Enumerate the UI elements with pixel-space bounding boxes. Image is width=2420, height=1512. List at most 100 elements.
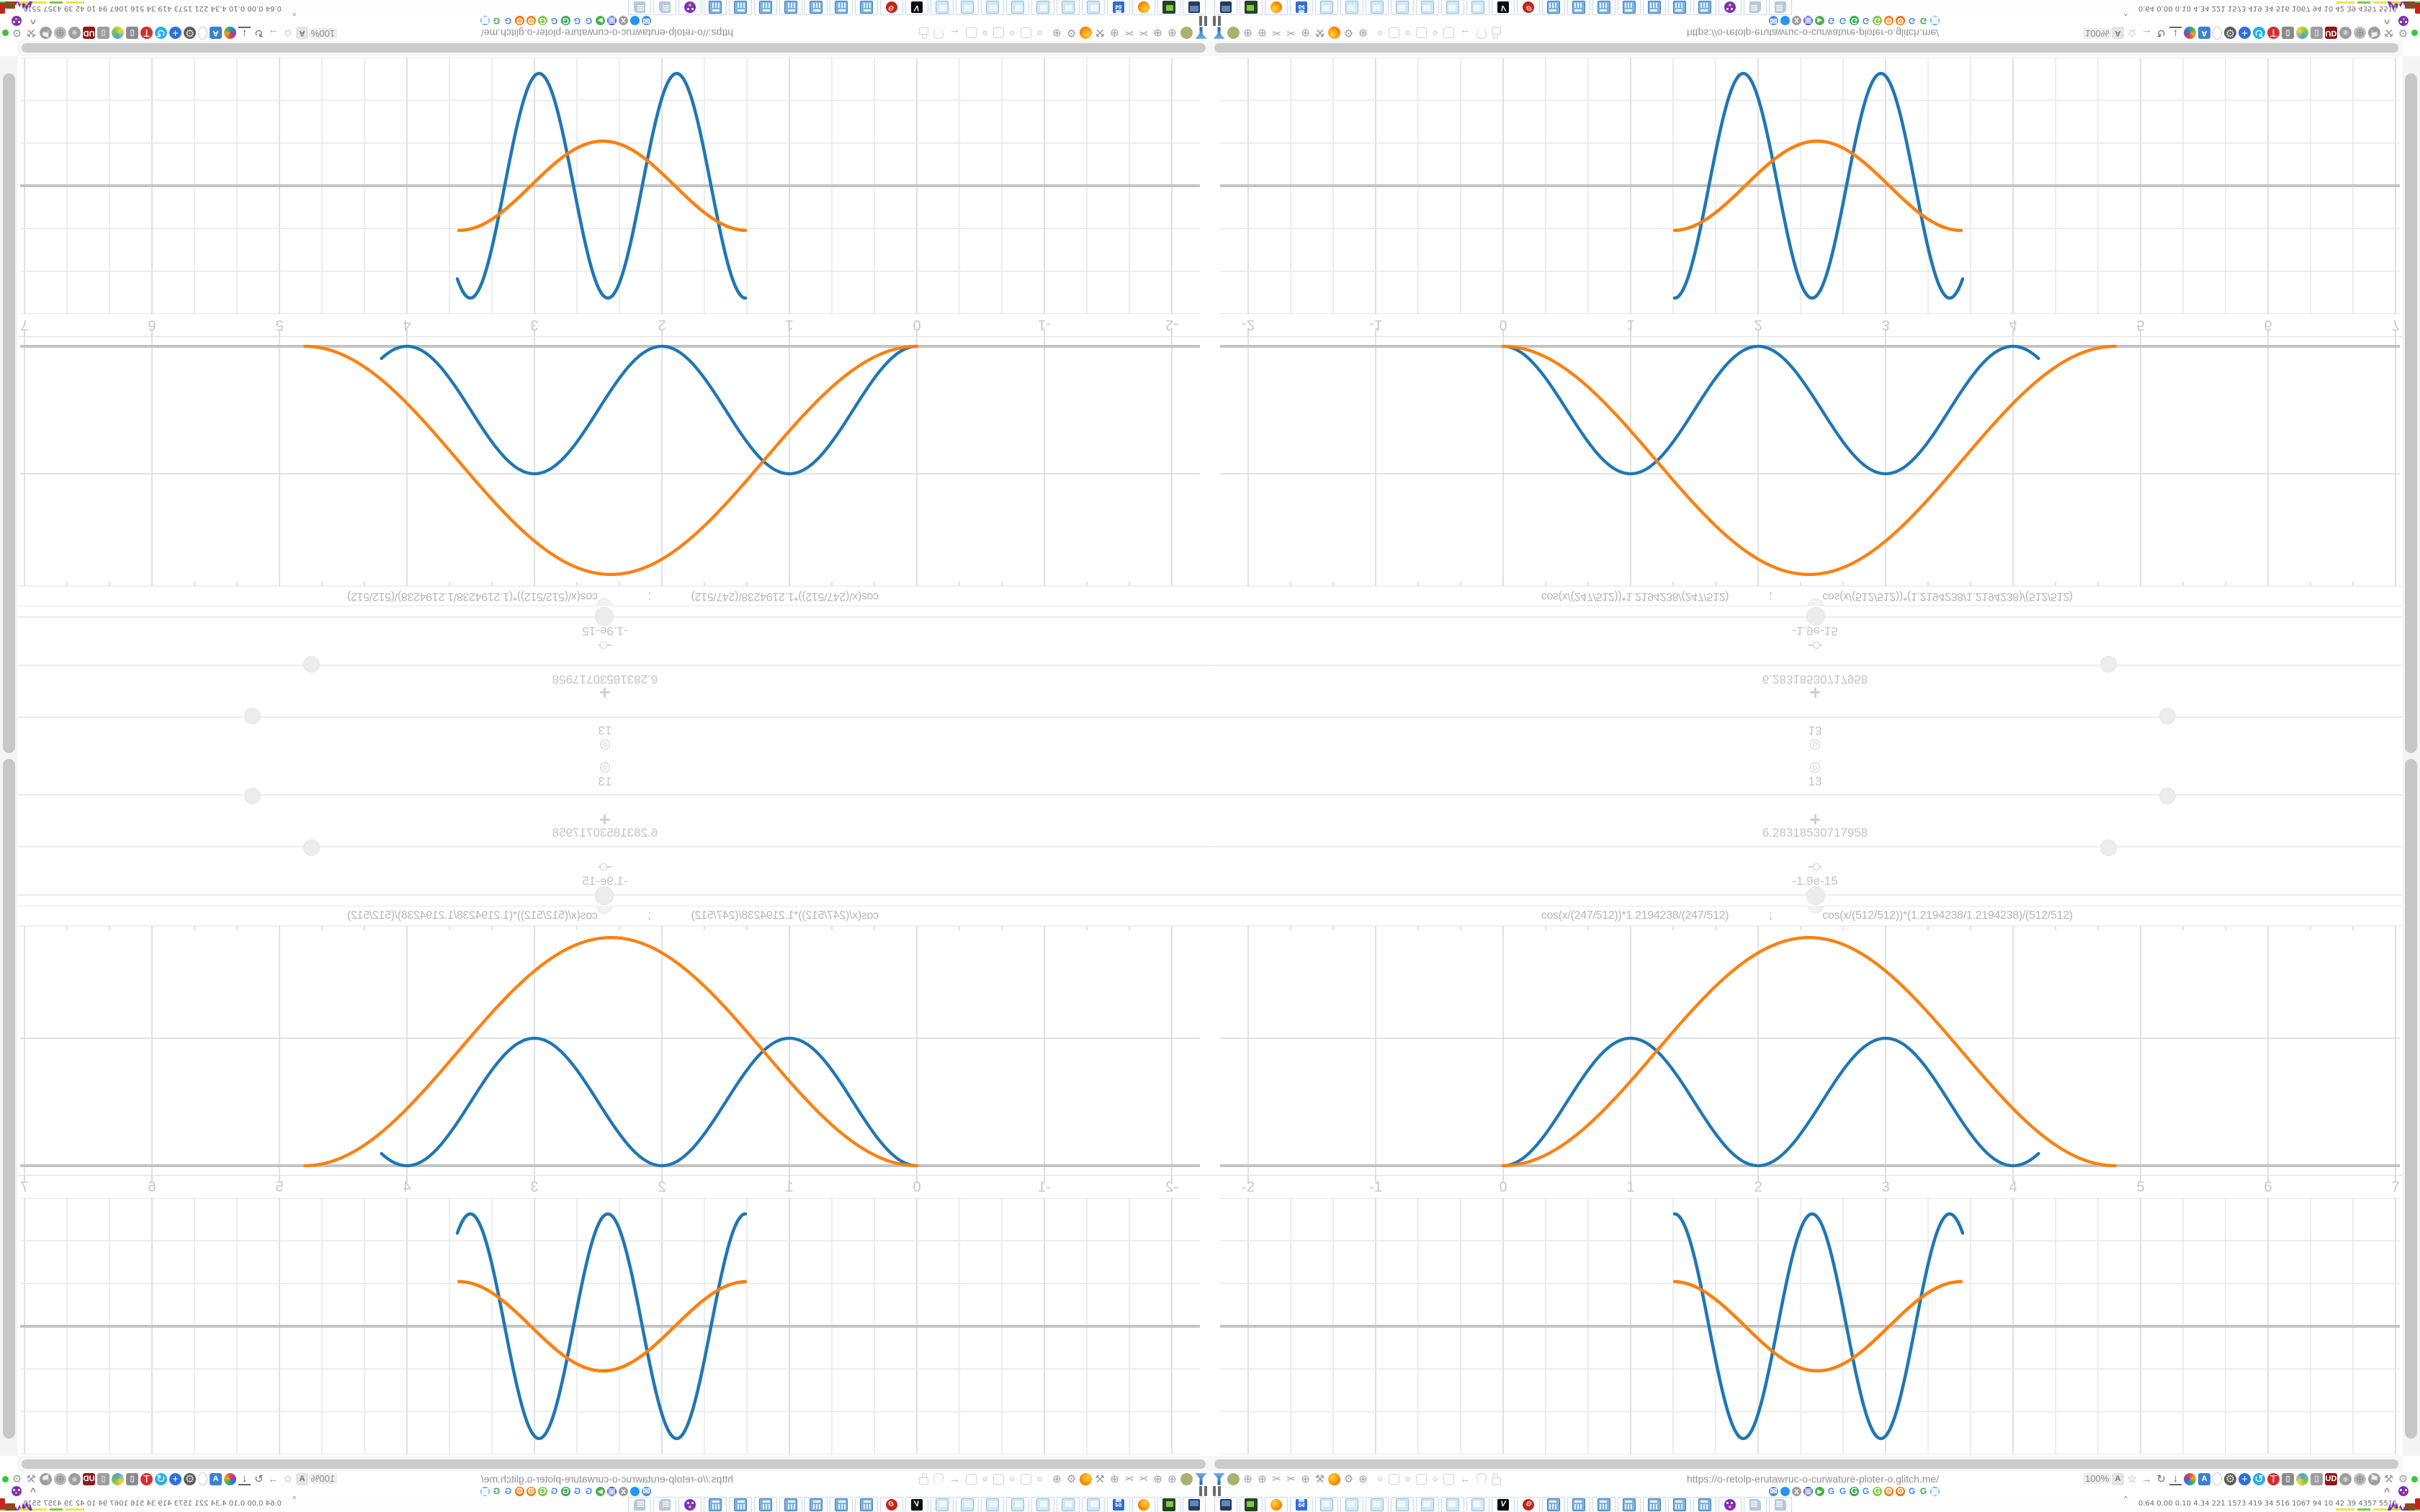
circle-dot-icon[interactable]: ⊙: [1404, 1475, 1411, 1482]
lock-icon[interactable]: [1492, 27, 1501, 35]
tab-icon[interactable]: [966, 27, 977, 39]
circle-dot-icon[interactable]: ⊙: [982, 30, 988, 37]
google-green-favicon[interactable]: G: [1873, 1486, 1882, 1496]
taskbar-button-firefox-icon[interactable]: [1132, 1497, 1155, 1512]
google-favicon[interactable]: G: [1827, 1486, 1835, 1496]
google-favicon[interactable]: G: [1919, 1486, 1927, 1496]
trash-icon[interactable]: ▯: [126, 27, 138, 40]
tab-icon[interactable]: [1443, 27, 1454, 39]
taskbar-button-text-editor-icon[interactable]: [1006, 1497, 1029, 1512]
settings-gear-icon[interactable]: ⚙: [2398, 27, 2408, 40]
taskbar-button-calculator-icon[interactable]: [1592, 0, 1615, 15]
taskbar-button-text-editor-icon[interactable]: [956, 0, 979, 15]
tray-chevron-icon[interactable]: ^: [2124, 9, 2128, 17]
horizontal-scrollbar[interactable]: [17, 40, 1210, 56]
taskbar-button-calculator-icon[interactable]: [1668, 0, 1691, 15]
battery-icon[interactable]: ▯: [2311, 1472, 2323, 1485]
gear-orange-favicon[interactable]: ⚙: [515, 16, 524, 26]
taskbar-button-text-editor-icon[interactable]: [1082, 1497, 1105, 1512]
scissors-icon[interactable]: ✂: [1124, 1472, 1134, 1485]
taskbar-button-calculator-icon[interactable]: [1542, 1497, 1565, 1512]
cube-blue-favicon[interactable]: ▦: [1930, 16, 1940, 26]
wrench-icon[interactable]: ⚒: [1314, 1472, 1325, 1485]
taskbar-button-text-editor-icon[interactable]: [1366, 0, 1389, 15]
taskbar-button-script-viewer-icon[interactable]: [1744, 1497, 1767, 1512]
status-olive-dot-icon[interactable]: [1227, 1472, 1240, 1485]
shield-icon[interactable]: [1476, 27, 1487, 39]
muted-speaker-favicon[interactable]: x: [1792, 1486, 1801, 1496]
google-favicon[interactable]: G: [1839, 16, 1847, 26]
battery-icon[interactable]: ▯: [97, 1472, 109, 1485]
dark-gear-icon[interactable]: ⚙: [2224, 1472, 2236, 1485]
globe-icon[interactable]: ⊕: [1110, 27, 1119, 40]
wrench-icon[interactable]: ⚒: [1095, 27, 1106, 40]
scissors-icon[interactable]: ✂: [1139, 1472, 1148, 1485]
google-favicon[interactable]: G: [573, 16, 581, 26]
settings-gear-icon[interactable]: ⚙: [12, 27, 22, 40]
globe-icon[interactable]: ⊕: [1258, 27, 1267, 40]
taskbar-button-calculator-icon[interactable]: [805, 1497, 828, 1512]
lock-icon[interactable]: [1492, 1473, 1501, 1485]
shield-icon[interactable]: [933, 1473, 944, 1485]
cube-blue-favicon[interactable]: ▦: [480, 16, 490, 26]
circle-dot-icon[interactable]: ⊙: [1432, 1475, 1438, 1482]
taskbar-button-reader-app-icon[interactable]: [1240, 1497, 1263, 1512]
rounded-square-icon[interactable]: [993, 27, 1004, 39]
gear-orange-favicon[interactable]: ⚙: [1884, 16, 1894, 26]
taskbar-button-script-viewer-icon[interactable]: [1744, 0, 1767, 15]
taskbar-button-calculator-icon[interactable]: [1693, 1497, 1716, 1512]
google-favicon[interactable]: G: [1919, 16, 1927, 26]
tools-wrench-icon[interactable]: ⚒: [2383, 1472, 2394, 1485]
taskbar-button-calculator-icon[interactable]: [1618, 0, 1641, 15]
circle-dot-icon[interactable]: ⊙: [1009, 30, 1016, 37]
slider-thumb[interactable]: [2099, 839, 2117, 856]
sync-circle-icon[interactable]: ↺: [155, 1472, 167, 1485]
url-bar[interactable]: https://o-retolp-erutawruc-o-curwature-p…: [480, 27, 733, 39]
tab-icon[interactable]: [966, 1473, 977, 1485]
tools-wrench-icon[interactable]: ⚒: [26, 27, 37, 40]
tab-icon[interactable]: [1443, 1473, 1454, 1485]
paintbrush-icon[interactable]: [224, 1472, 236, 1485]
taskbar-button-calculator-icon[interactable]: [855, 1497, 878, 1512]
taskbar-button-text-editor-icon[interactable]: [1416, 1497, 1439, 1512]
slider-track[interactable]: [17, 616, 1210, 618]
scissors-icon[interactable]: ✂: [1272, 27, 1281, 40]
taskbar-button-owl-app-icon[interactable]: [1718, 0, 1742, 15]
globe-color-icon[interactable]: [2296, 1472, 2308, 1485]
droplet-favicon[interactable]: [1780, 16, 1790, 26]
slider-thumb[interactable]: [244, 708, 261, 725]
taskbar-button-calculator-icon[interactable]: [1542, 0, 1565, 15]
slider-thumb[interactable]: [303, 656, 321, 673]
taskbar-button-text-editor-icon[interactable]: [1366, 1497, 1389, 1512]
taskbar-button-wolf-app-icon[interactable]: V: [1492, 1497, 1515, 1512]
rounded-square-icon[interactable]: [1389, 27, 1399, 39]
tcp-red-icon[interactable]: T: [140, 27, 153, 40]
taskbar-button-screenshot-tool-icon[interactable]: [1214, 0, 1237, 15]
taskbar-button-red-wheel-icon[interactable]: ⚙: [880, 1497, 903, 1512]
privacy-cameo-icon[interactable]: ●: [68, 27, 81, 40]
mail-favicon[interactable]: ✉: [1769, 1486, 1778, 1496]
vertical-scrollbar-thumb[interactable]: [3, 73, 15, 753]
vertical-scrollbar-thumb[interactable]: [2405, 73, 2417, 753]
slider-track[interactable]: [17, 894, 1210, 896]
taskbar-button-screenshot-tool-icon[interactable]: [1183, 0, 1206, 15]
download-icon[interactable]: ↓: [2169, 27, 2182, 40]
google-favicon[interactable]: G: [573, 1486, 581, 1496]
globe-icon[interactable]: ⊕: [1052, 27, 1062, 40]
ublock-shield-icon[interactable]: UD: [83, 1472, 95, 1485]
back-arrow-icon[interactable]: ←: [1460, 1472, 1471, 1485]
funnel-icon[interactable]: [1195, 27, 1207, 40]
taskbar-button-wolf-app-icon[interactable]: V: [905, 1497, 928, 1512]
google-favicon[interactable]: G: [585, 16, 593, 26]
muted-speaker-favicon[interactable]: x: [619, 16, 628, 26]
google-favicon[interactable]: G: [550, 1486, 558, 1496]
taskbar-button-firefox-icon[interactable]: [1132, 0, 1155, 15]
paintbrush-icon[interactable]: [2184, 1472, 2196, 1485]
paintbrush-icon[interactable]: [224, 27, 236, 40]
slider-thumb[interactable]: [244, 787, 261, 804]
circle-dot-icon[interactable]: ⊙: [1036, 30, 1043, 37]
taskbar-button-script-viewer-icon[interactable]: [628, 0, 651, 15]
settings-gear-icon[interactable]: ⚙: [12, 1472, 22, 1485]
vertical-scrollbar-thumb[interactable]: [2405, 759, 2417, 1439]
add-circle-icon[interactable]: +: [169, 1472, 182, 1485]
